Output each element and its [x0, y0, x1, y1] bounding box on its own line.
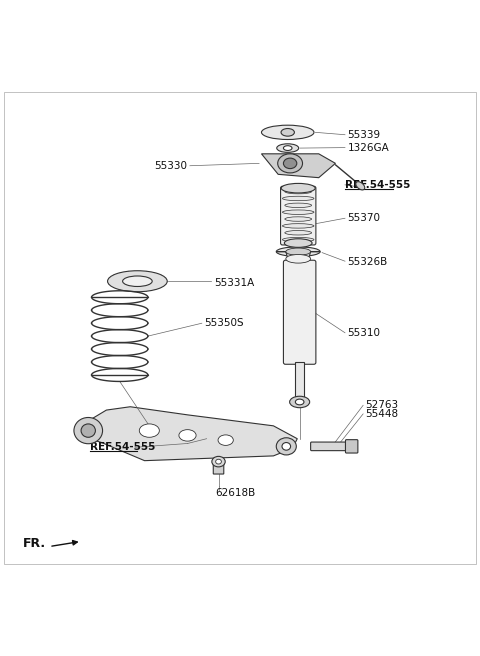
Polygon shape: [78, 407, 297, 461]
Text: 55310: 55310: [348, 328, 380, 338]
Ellipse shape: [283, 158, 297, 169]
Text: 1326GA: 1326GA: [348, 142, 389, 153]
Ellipse shape: [282, 443, 290, 450]
FancyBboxPatch shape: [346, 440, 358, 453]
Ellipse shape: [295, 399, 304, 405]
Text: 52763: 52763: [365, 400, 398, 410]
Ellipse shape: [282, 224, 314, 228]
Ellipse shape: [218, 435, 233, 445]
Ellipse shape: [282, 210, 314, 215]
Ellipse shape: [285, 230, 312, 235]
FancyBboxPatch shape: [295, 362, 304, 397]
Ellipse shape: [262, 125, 314, 140]
Ellipse shape: [282, 196, 314, 201]
Ellipse shape: [285, 217, 312, 221]
Ellipse shape: [289, 396, 310, 407]
FancyBboxPatch shape: [311, 442, 348, 451]
Text: 55326B: 55326B: [348, 257, 388, 267]
Ellipse shape: [282, 237, 314, 242]
Ellipse shape: [216, 459, 221, 464]
Ellipse shape: [356, 182, 365, 190]
Ellipse shape: [276, 247, 320, 256]
Ellipse shape: [284, 239, 312, 247]
Ellipse shape: [122, 276, 152, 287]
Ellipse shape: [281, 129, 294, 136]
Text: 55350S: 55350S: [204, 318, 244, 328]
Polygon shape: [262, 154, 336, 178]
Ellipse shape: [179, 430, 196, 441]
Ellipse shape: [285, 190, 312, 194]
Ellipse shape: [277, 144, 299, 152]
Ellipse shape: [281, 184, 315, 193]
Text: FR.: FR.: [23, 537, 46, 550]
Ellipse shape: [212, 457, 225, 467]
Ellipse shape: [278, 154, 302, 173]
Polygon shape: [276, 252, 320, 265]
Text: 55448: 55448: [365, 409, 398, 419]
FancyBboxPatch shape: [283, 260, 316, 364]
Ellipse shape: [283, 146, 292, 150]
Text: 55370: 55370: [348, 213, 380, 223]
Ellipse shape: [81, 424, 96, 438]
Text: REF.54-555: REF.54-555: [345, 180, 410, 190]
FancyBboxPatch shape: [281, 186, 316, 245]
Text: 55339: 55339: [348, 130, 381, 140]
Ellipse shape: [276, 438, 296, 455]
Text: REF.54-555: REF.54-555: [90, 442, 155, 452]
Ellipse shape: [74, 417, 103, 443]
FancyBboxPatch shape: [213, 461, 224, 474]
Ellipse shape: [108, 271, 167, 292]
FancyBboxPatch shape: [295, 252, 304, 262]
Text: 55330: 55330: [155, 161, 188, 171]
Ellipse shape: [286, 255, 311, 263]
Ellipse shape: [285, 203, 312, 207]
Text: 55331A: 55331A: [214, 277, 254, 288]
Ellipse shape: [286, 248, 311, 255]
Ellipse shape: [139, 424, 159, 438]
Text: 62618B: 62618B: [215, 487, 255, 498]
